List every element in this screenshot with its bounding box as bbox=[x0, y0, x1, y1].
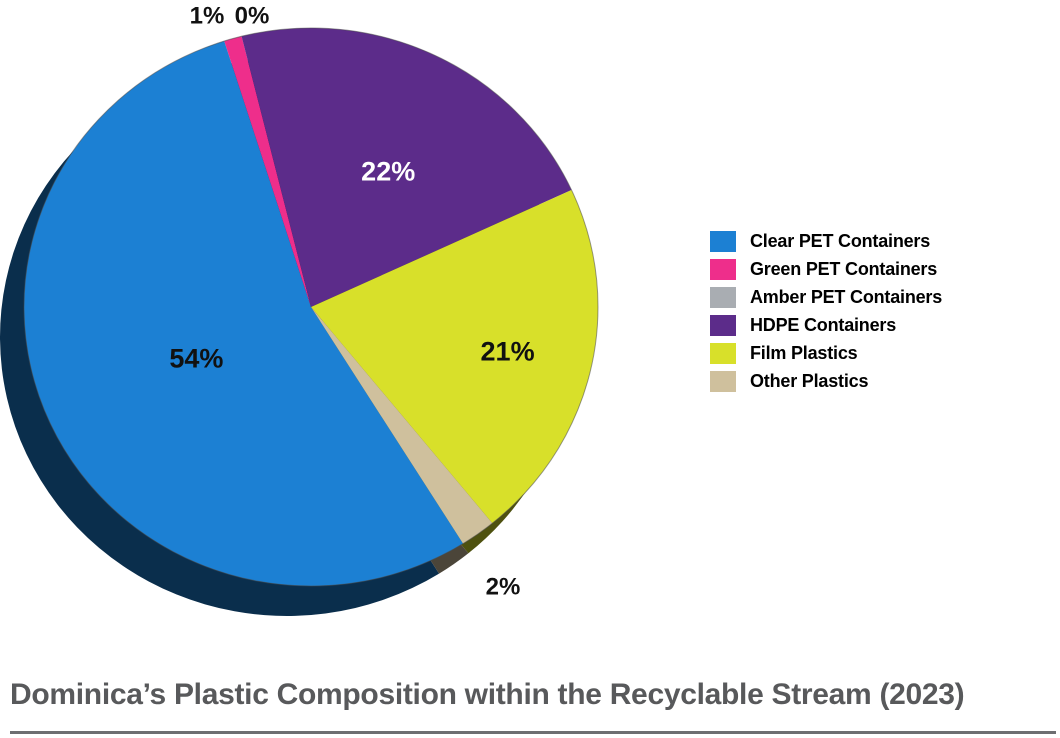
legend-label-other-plastics: Other Plastics bbox=[750, 370, 869, 391]
legend-item-clear-pet-containers: Clear PET Containers bbox=[710, 227, 942, 255]
legend-swatch-other-plastics bbox=[710, 370, 736, 392]
pie-slice-other-plastics bbox=[311, 307, 493, 544]
pie-slice-film-plastics bbox=[311, 189, 599, 524]
legend-item-film-plastics: Film Plastics bbox=[710, 339, 942, 367]
legend-item-green-pet-containers: Green PET Containers bbox=[710, 255, 942, 283]
pie-value-label-film-plastics: 21% bbox=[481, 336, 535, 366]
legend-swatch-hdpe-containers bbox=[710, 314, 736, 336]
legend-swatch-film-plastics bbox=[710, 342, 736, 364]
pie-value-label-amber-pet-containers: 0% bbox=[235, 3, 270, 30]
pie-slice-clear-pet-containers bbox=[23, 41, 464, 587]
pie-value-label-green-pet-containers: 1% bbox=[190, 3, 225, 30]
pie-value-label-other-plastics: 2% bbox=[486, 574, 521, 601]
legend-label-green-pet-containers: Green PET Containers bbox=[750, 258, 938, 279]
chart-legend: Clear PET Containers Green PET Containers… bbox=[710, 227, 942, 395]
pie-value-label-hdpe-containers: 22% bbox=[361, 157, 415, 187]
pie-slice-hdpe-containers bbox=[241, 27, 572, 308]
title-underline bbox=[10, 731, 1056, 734]
legend-label-clear-pet-containers: Clear PET Containers bbox=[750, 230, 931, 251]
legend-item-hdpe-containers: HDPE Containers bbox=[710, 311, 942, 339]
pie-rim-outline bbox=[23, 27, 599, 587]
legend-label-hdpe-containers: HDPE Containers bbox=[750, 314, 897, 335]
pie-value-label-clear-pet-containers: 54% bbox=[169, 343, 223, 373]
legend-swatch-clear-pet-containers bbox=[710, 230, 736, 252]
legend-label-film-plastics: Film Plastics bbox=[750, 342, 858, 363]
chart-title: Dominica’s Plastic Composition within th… bbox=[10, 678, 965, 711]
legend-item-amber-pet-containers: Amber PET Containers bbox=[710, 283, 942, 311]
pie-slice-green-pet-containers bbox=[224, 36, 311, 308]
legend-item-other-plastics: Other Plastics bbox=[710, 367, 942, 395]
legend-label-amber-pet-containers: Amber PET Containers bbox=[750, 286, 943, 307]
legend-swatch-green-pet-containers bbox=[710, 258, 736, 280]
legend-swatch-amber-pet-containers bbox=[710, 286, 736, 308]
